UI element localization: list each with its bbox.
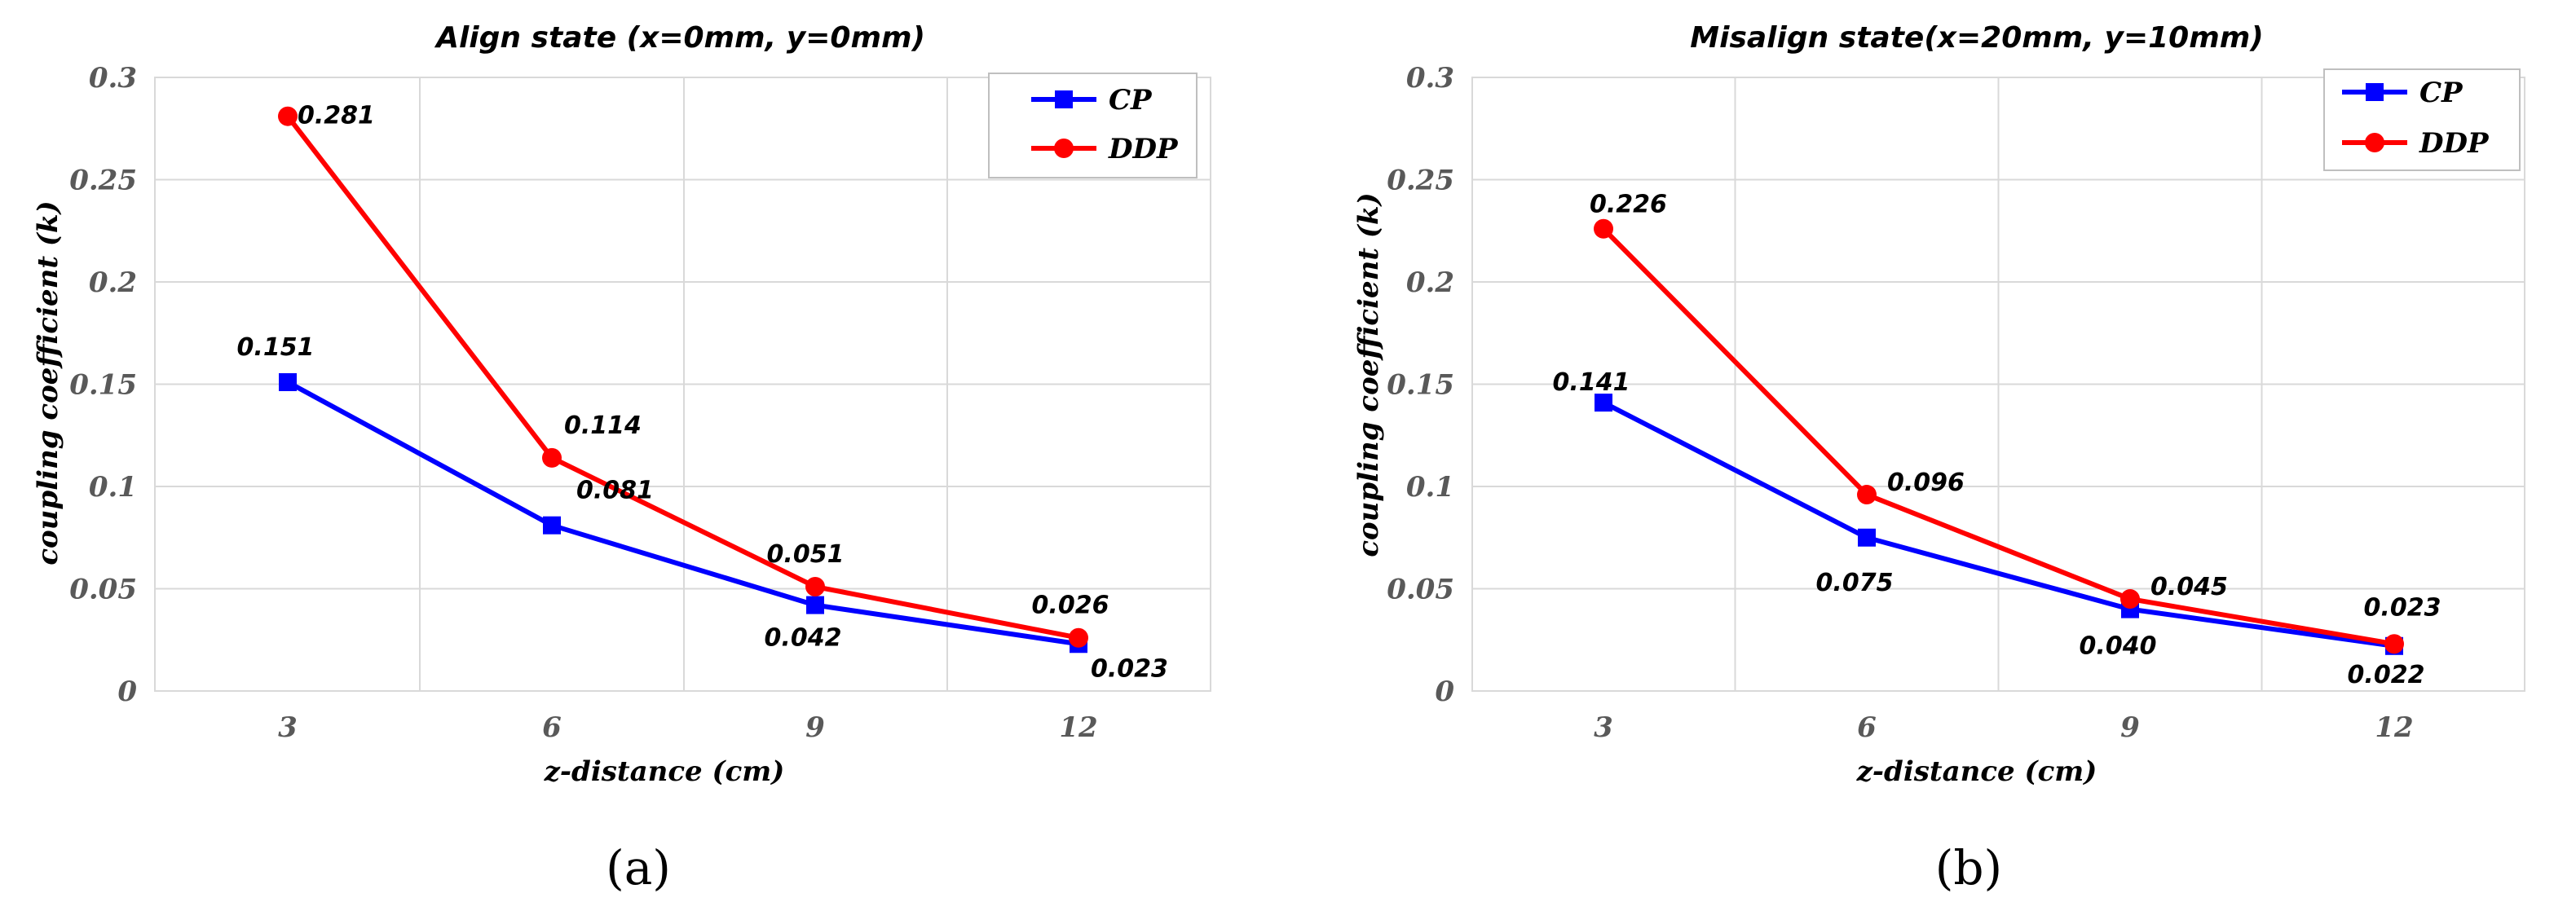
- chart-a-series-cp-point: [279, 372, 297, 391]
- chart-b-legend-ddp-label: DDP: [2419, 127, 2490, 160]
- chart-a-series-ddp-data-label: 0.051: [767, 540, 845, 569]
- chart-a-x-tick-label: 9: [805, 711, 825, 744]
- chart-b-y-tick-label: 0.25: [1387, 165, 1454, 197]
- chart-b-series-cp-data-label: 0.075: [1816, 569, 1894, 597]
- chart-b-y-tick-label: 0.2: [1406, 266, 1454, 299]
- chart-a: Align state (x=0mm, y=0mm) 00.050.10.150…: [32, 21, 1211, 896]
- chart-b-series-cp-line: [1602, 400, 2395, 649]
- chart-a-y-axis-label: coupling coefficient (k): [32, 200, 64, 565]
- chart-a-series-ddp-point: [805, 576, 825, 596]
- chart-b-legend-cp-label: CP: [2419, 77, 2464, 109]
- chart-b-series-cp-data-label: 0.141: [1553, 368, 1630, 397]
- chart-a-legend-ddp-label: DDP: [1108, 133, 1179, 165]
- chart-b-x-tick-label: 3: [1594, 711, 1613, 744]
- chart-a-legend-cp-label: CP: [1109, 84, 1153, 117]
- chart-a-legend-cp-marker: [1055, 90, 1073, 108]
- chart-a-y-tick-label: 0.1: [89, 471, 137, 504]
- chart-b-series-cp-point: [1858, 528, 1876, 547]
- chart-a-series-cp-data-label: 0.081: [576, 477, 654, 505]
- chart-a-y-ticks: 0 0.05 0.1 0.15 0.2 0.25 0.3: [69, 62, 137, 708]
- chart-b: Misalign state(x=20mm, y=10mm) 00.050.10…: [1352, 21, 2525, 896]
- chart-a-series-cp-line: [286, 380, 1079, 647]
- chart-b-series-ddp-point: [2384, 634, 2404, 654]
- chart-a-x-tick-label: 3: [278, 711, 298, 744]
- chart-b-series-ddp-point: [2120, 589, 2140, 610]
- chart-b-y-axis-label: coupling coefficient (k): [1352, 192, 1385, 557]
- chart-b-legend-ddp-marker: [2365, 133, 2384, 152]
- chart-b-y-ticks: 0 0.05 0.1 0.15 0.2 0.25 0.3: [1387, 62, 1454, 708]
- chart-b-legend-cp-marker: [2366, 83, 2384, 101]
- chart-b-y-tick-label: 0.05: [1387, 574, 1454, 606]
- chart-a-title: Align state (x=0mm, y=0mm): [434, 21, 925, 55]
- chart-b-series-cp-data-label: 0.022: [2348, 661, 2425, 689]
- chart-a-series-cp-data-label: 0.023: [1091, 654, 1168, 683]
- chart-b-y-tick-label: 0: [1435, 676, 1454, 708]
- chart-b-series-ddp-line: [1601, 227, 2395, 647]
- chart-a-x-axis-label: z-distance (cm): [544, 755, 785, 788]
- chart-b-y-tick-label: 0.15: [1387, 369, 1454, 402]
- chart-b-caption: (b): [1935, 840, 2002, 896]
- chart-a-series-ddp-data-label: 0.281: [298, 102, 375, 130]
- chart-a-legend-ddp-marker: [1054, 139, 1074, 158]
- chart-a-series-ddp-point: [278, 106, 298, 126]
- chart-a-y-tick-label: 0.3: [89, 62, 137, 95]
- chart-a-series-ddp-data-label: 0.114: [564, 411, 642, 440]
- chart-a-series-ddp-point: [1069, 627, 1088, 648]
- chart-b-series-cp-data-label: 0.040: [2080, 632, 2157, 661]
- chart-b-x-tick-label: 9: [2120, 711, 2140, 744]
- chart-a-x-tick-label: 12: [1059, 711, 1097, 744]
- chart-a-series-ddp-data-label: 0.026: [1032, 592, 1109, 620]
- chart-a-y-tick-label: 0.2: [89, 266, 137, 299]
- chart-a-gridlines: [155, 77, 1211, 692]
- chart-b-series: 0.141 0.075 0.040 0.022 0.226 0.096 0.045 0.023: [1553, 191, 2441, 689]
- chart-b-series-ddp-data-label: 0.023: [2364, 593, 2441, 622]
- chart-a-series-cp-data-label: 0.151: [237, 333, 315, 362]
- chart-a-series: 0.151 0.081 0.042 0.023 0.281 0.114 0.051 0.026: [237, 102, 1168, 684]
- chart-a-legend: CP DDP: [988, 73, 1198, 178]
- chart-a-series-cp-data-label: 0.042: [765, 624, 842, 653]
- chart-b-x-tick-label: 6: [1857, 711, 1877, 744]
- chart-b-x-ticks: 3 6 9 12: [1594, 711, 2414, 744]
- chart-b-series-ddp-point: [1857, 485, 1877, 505]
- chart-b-y-tick-label: 0.3: [1406, 62, 1454, 95]
- chart-b-y-tick-label: 0.1: [1406, 471, 1454, 504]
- chart-b-title: Misalign state(x=20mm, y=10mm): [1690, 21, 2263, 55]
- chart-a-x-tick-label: 6: [542, 711, 562, 744]
- chart-b-x-axis-label: z-distance (cm): [1856, 755, 2097, 788]
- chart-a-x-ticks: 3 6 9 12: [278, 711, 1098, 744]
- chart-b-series-cp-point: [1595, 394, 1612, 412]
- chart-a-series-ddp-line: [285, 114, 1079, 640]
- chart-a-y-tick-label: 0.05: [69, 574, 137, 606]
- chart-a-series-cp-point: [806, 596, 824, 614]
- chart-a-legend-box: [988, 73, 1198, 178]
- chart-b-series-ddp-data-label: 0.096: [1887, 469, 1965, 497]
- chart-a-y-tick-label: 0: [117, 676, 137, 708]
- chart-a-series-ddp-point: [542, 447, 562, 468]
- chart-b-legend: CP DDP: [2323, 68, 2521, 171]
- chart-b-series-ddp-data-label: 0.226: [1590, 191, 1667, 219]
- chart-b-series-ddp-point: [1594, 218, 1613, 239]
- chart-a-y-tick-label: 0.25: [69, 165, 137, 197]
- chart-b-legend-box: [2323, 68, 2521, 171]
- chart-a-y-tick-label: 0.15: [69, 369, 137, 402]
- chart-b-series-ddp-data-label: 0.045: [2150, 573, 2228, 601]
- chart-b-x-tick-label: 12: [2375, 711, 2413, 744]
- chart-a-series-cp-point: [543, 516, 561, 535]
- chart-a-caption: (a): [606, 840, 671, 896]
